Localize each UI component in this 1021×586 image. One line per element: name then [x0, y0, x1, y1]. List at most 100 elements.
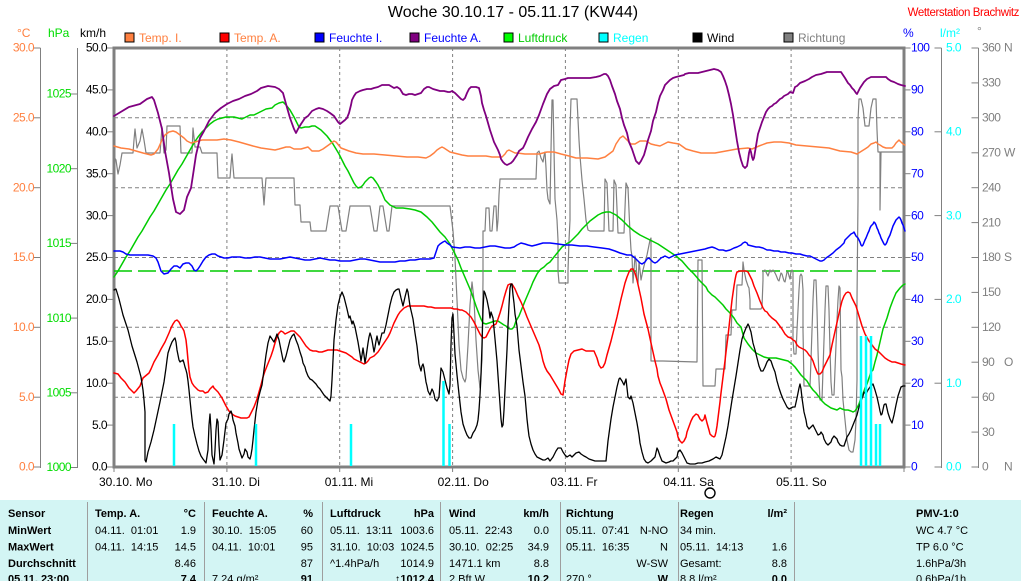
- svg-text:1024.5: 1024.5: [400, 542, 434, 554]
- svg-text:Sensor: Sensor: [8, 508, 46, 520]
- svg-text:7.4: 7.4: [181, 574, 197, 582]
- svg-text:05.11. 07:41: 05.11. 07:41: [566, 525, 629, 537]
- svg-text:30.0: 30.0: [86, 208, 108, 222]
- svg-text:°C: °C: [184, 508, 196, 520]
- svg-text:20: 20: [911, 376, 924, 390]
- svg-text:30.0: 30.0: [13, 41, 35, 55]
- svg-text:31.10. 10:03: 31.10. 10:03: [330, 542, 394, 554]
- svg-text:%: %: [903, 26, 914, 40]
- svg-text:8.8: 8.8: [534, 558, 549, 570]
- svg-text:1471.1 km: 1471.1 km: [449, 558, 500, 570]
- svg-text:Woche 30.10.17 - 05.11.17 (KW4: Woche 30.10.17 - 05.11.17 (KW44): [388, 4, 638, 21]
- svg-text:1010: 1010: [47, 311, 72, 325]
- svg-text:02.11. Do: 02.11. Do: [438, 475, 489, 489]
- svg-text:4.0: 4.0: [946, 125, 962, 139]
- svg-text:180: 180: [982, 250, 1001, 264]
- svg-text:1014.9: 1014.9: [400, 558, 434, 570]
- svg-text:W-SW: W-SW: [636, 558, 668, 570]
- svg-text:MinWert: MinWert: [8, 525, 52, 537]
- svg-text:10: 10: [911, 418, 924, 432]
- svg-text:1020: 1020: [47, 161, 72, 175]
- svg-text:30.10. 02:25: 30.10. 02:25: [449, 542, 513, 554]
- svg-text:Wind: Wind: [707, 31, 734, 45]
- svg-text:95: 95: [301, 542, 313, 554]
- svg-text:WC 4.7 °C: WC 4.7 °C: [916, 525, 968, 537]
- svg-text:W: W: [658, 574, 669, 582]
- svg-text:35.0: 35.0: [86, 166, 108, 180]
- svg-text:30: 30: [911, 334, 924, 348]
- svg-text:90: 90: [911, 83, 924, 97]
- svg-text:1.6: 1.6: [772, 542, 787, 554]
- svg-text:Feuchte I.: Feuchte I.: [329, 31, 382, 45]
- svg-text:↑1012.4: ↑1012.4: [395, 574, 435, 582]
- svg-text:1015: 1015: [47, 236, 72, 250]
- svg-text:60: 60: [982, 390, 995, 404]
- svg-text:30: 30: [982, 425, 995, 439]
- svg-text:0: 0: [982, 460, 989, 474]
- svg-text:Richtung: Richtung: [566, 508, 614, 520]
- svg-text:14.5: 14.5: [175, 542, 196, 554]
- svg-text:^1.4hPa/h: ^1.4hPa/h: [330, 558, 379, 570]
- svg-text:Luftdruck: Luftdruck: [518, 31, 568, 45]
- svg-text:1.9: 1.9: [181, 525, 196, 537]
- svg-text:1.6hPa/3h: 1.6hPa/3h: [916, 558, 966, 570]
- svg-text:Luftdruck: Luftdruck: [330, 508, 382, 520]
- svg-text:05.11. 14:13: 05.11. 14:13: [680, 542, 743, 554]
- svg-text:5.0: 5.0: [19, 390, 35, 404]
- svg-text:120: 120: [982, 320, 1001, 334]
- svg-text:50.0: 50.0: [86, 41, 108, 55]
- svg-text:1.0: 1.0: [946, 376, 962, 390]
- svg-text:150: 150: [982, 285, 1001, 299]
- svg-text:N: N: [1004, 460, 1013, 474]
- svg-text:l/m²: l/m²: [940, 26, 960, 40]
- svg-text:45.0: 45.0: [86, 83, 108, 97]
- svg-text:PMV-1:0: PMV-1:0: [916, 508, 959, 520]
- svg-text:0: 0: [911, 460, 918, 474]
- svg-text:05.11. 22:43: 05.11. 22:43: [449, 525, 512, 537]
- svg-text:0.6hPa/1h: 0.6hPa/1h: [916, 574, 966, 582]
- svg-text:MaxWert: MaxWert: [8, 542, 54, 554]
- svg-text:20.0: 20.0: [13, 180, 35, 194]
- svg-text:210: 210: [982, 215, 1001, 229]
- svg-text:10.2: 10.2: [528, 574, 549, 582]
- svg-text:hPa: hPa: [48, 26, 70, 40]
- svg-text:8.46: 8.46: [175, 558, 196, 570]
- svg-text:W: W: [1004, 145, 1016, 159]
- svg-text:03.11. Fr: 03.11. Fr: [550, 475, 597, 489]
- svg-text:%: %: [303, 508, 313, 520]
- svg-text:70: 70: [911, 166, 924, 180]
- svg-text:10.0: 10.0: [86, 376, 108, 390]
- svg-text:0.0: 0.0: [92, 460, 108, 474]
- svg-text:25.0: 25.0: [86, 250, 108, 264]
- svg-text:Gesamt:: Gesamt:: [680, 558, 722, 570]
- svg-text:N-NO: N-NO: [640, 525, 669, 537]
- svg-text:04.11. 10:01: 04.11. 10:01: [212, 542, 275, 554]
- svg-text:87: 87: [301, 558, 313, 570]
- svg-text:7.24 g/m²: 7.24 g/m²: [212, 574, 259, 582]
- svg-text:8.8 l/m²: 8.8 l/m²: [680, 574, 717, 582]
- svg-text:15.0: 15.0: [86, 334, 108, 348]
- svg-text:90: 90: [982, 355, 995, 369]
- svg-text:34.9: 34.9: [528, 542, 549, 554]
- svg-text:100: 100: [911, 41, 930, 55]
- svg-text:20.0: 20.0: [86, 292, 108, 306]
- svg-text:l/m²: l/m²: [767, 508, 787, 520]
- svg-text:Feuchte A.: Feuchte A.: [212, 508, 268, 520]
- svg-text:05.11. 16:35: 05.11. 16:35: [566, 542, 629, 554]
- svg-text:270 °: 270 °: [566, 574, 592, 582]
- svg-text:60: 60: [911, 208, 924, 222]
- svg-text:15.0: 15.0: [13, 250, 35, 264]
- svg-text:Temp. I.: Temp. I.: [139, 31, 182, 45]
- svg-text:Feuchte A.: Feuchte A.: [424, 31, 481, 45]
- svg-text:04.11. 14:15: 04.11. 14:15: [95, 542, 158, 554]
- svg-text:5.0: 5.0: [946, 41, 962, 55]
- svg-text:1005: 1005: [47, 386, 72, 400]
- svg-text:N: N: [1004, 41, 1013, 55]
- svg-text:05.11. 13:11: 05.11. 13:11: [330, 525, 393, 537]
- svg-text:2 Bft W: 2 Bft W: [449, 574, 486, 582]
- svg-text:0.0: 0.0: [772, 574, 787, 582]
- svg-text:91: 91: [301, 574, 313, 582]
- svg-text:Regen: Regen: [680, 508, 714, 520]
- svg-text:°: °: [977, 24, 982, 38]
- svg-text:1003.6: 1003.6: [400, 525, 434, 537]
